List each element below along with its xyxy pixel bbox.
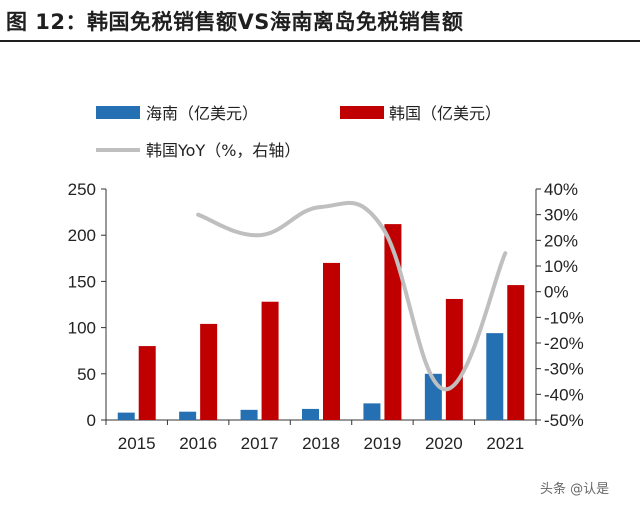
legend-label-korea: 韩国（亿美元） [389,104,501,123]
bar-hainan [486,333,504,420]
right-axis-tick-label: -10% [544,308,584,327]
right-axis-tick-label: -50% [544,411,584,430]
title-rule [0,40,640,42]
watermark: 头条 @认是 [540,482,610,497]
bar-hainan [117,412,135,420]
right-axis-tick-label: -20% [544,334,584,353]
left-axis-tick-label: 250 [68,180,96,199]
x-axis-tick-label: 2017 [241,434,279,453]
bar-korea [200,323,218,420]
left-axis-tick-label: 0 [87,411,96,430]
bar-korea [445,298,463,420]
figure-title: 图 12：韩国免税销售额VS海南离岛免税销售额 [6,10,464,34]
right-axis-tick-label: -40% [544,385,584,404]
legend-label-korea-yoy: 韩国YoY（%，右轴） [146,141,300,160]
left-axis-tick-label: 50 [77,365,96,384]
legend: 海南（亿美元） 韩国（亿美元） 韩国YoY（%，右轴） [96,104,501,160]
legend-swatch-hainan [96,106,140,119]
x-axis-tick-label: 2020 [425,434,463,453]
bar-hainan [240,409,258,420]
x-axis-tick-label: 2021 [486,434,524,453]
legend-label-hainan: 海南（亿美元） [146,104,258,123]
bar-korea [323,262,340,420]
x-axis-tick-label: 2019 [364,434,402,453]
legend-swatch-korea [340,106,384,119]
bar-korea [138,346,156,420]
bar-korea [507,285,525,420]
left-axis-tick-label: 150 [68,272,96,291]
bar-hainan [363,403,381,420]
bar-hainan [302,408,319,420]
right-axis-tick-label: 40% [544,180,578,199]
bar-korea [384,224,402,420]
right-axis-tick-label: 30% [544,206,578,225]
line-korea-yoy [196,200,508,392]
left-axis-tick-label: 100 [68,319,96,338]
x-axis-tick-label: 2016 [179,434,217,453]
left-axis-tick-label: 200 [68,226,96,245]
right-axis-tick-label: 0% [544,283,569,302]
right-axis-tick-label: 10% [544,257,578,276]
x-axis-tick-label: 2015 [118,434,156,453]
bar-hainan [179,411,197,420]
right-axis-tick-label: -30% [544,360,584,379]
right-axis-tick-label: 20% [544,231,578,250]
plot-area: 0 50 100 150 200 250 -50% -40% -30% -20% -10% 0% 10%… [68,180,584,453]
bar-korea [261,301,279,420]
x-axis-tick-label: 2018 [302,434,340,453]
